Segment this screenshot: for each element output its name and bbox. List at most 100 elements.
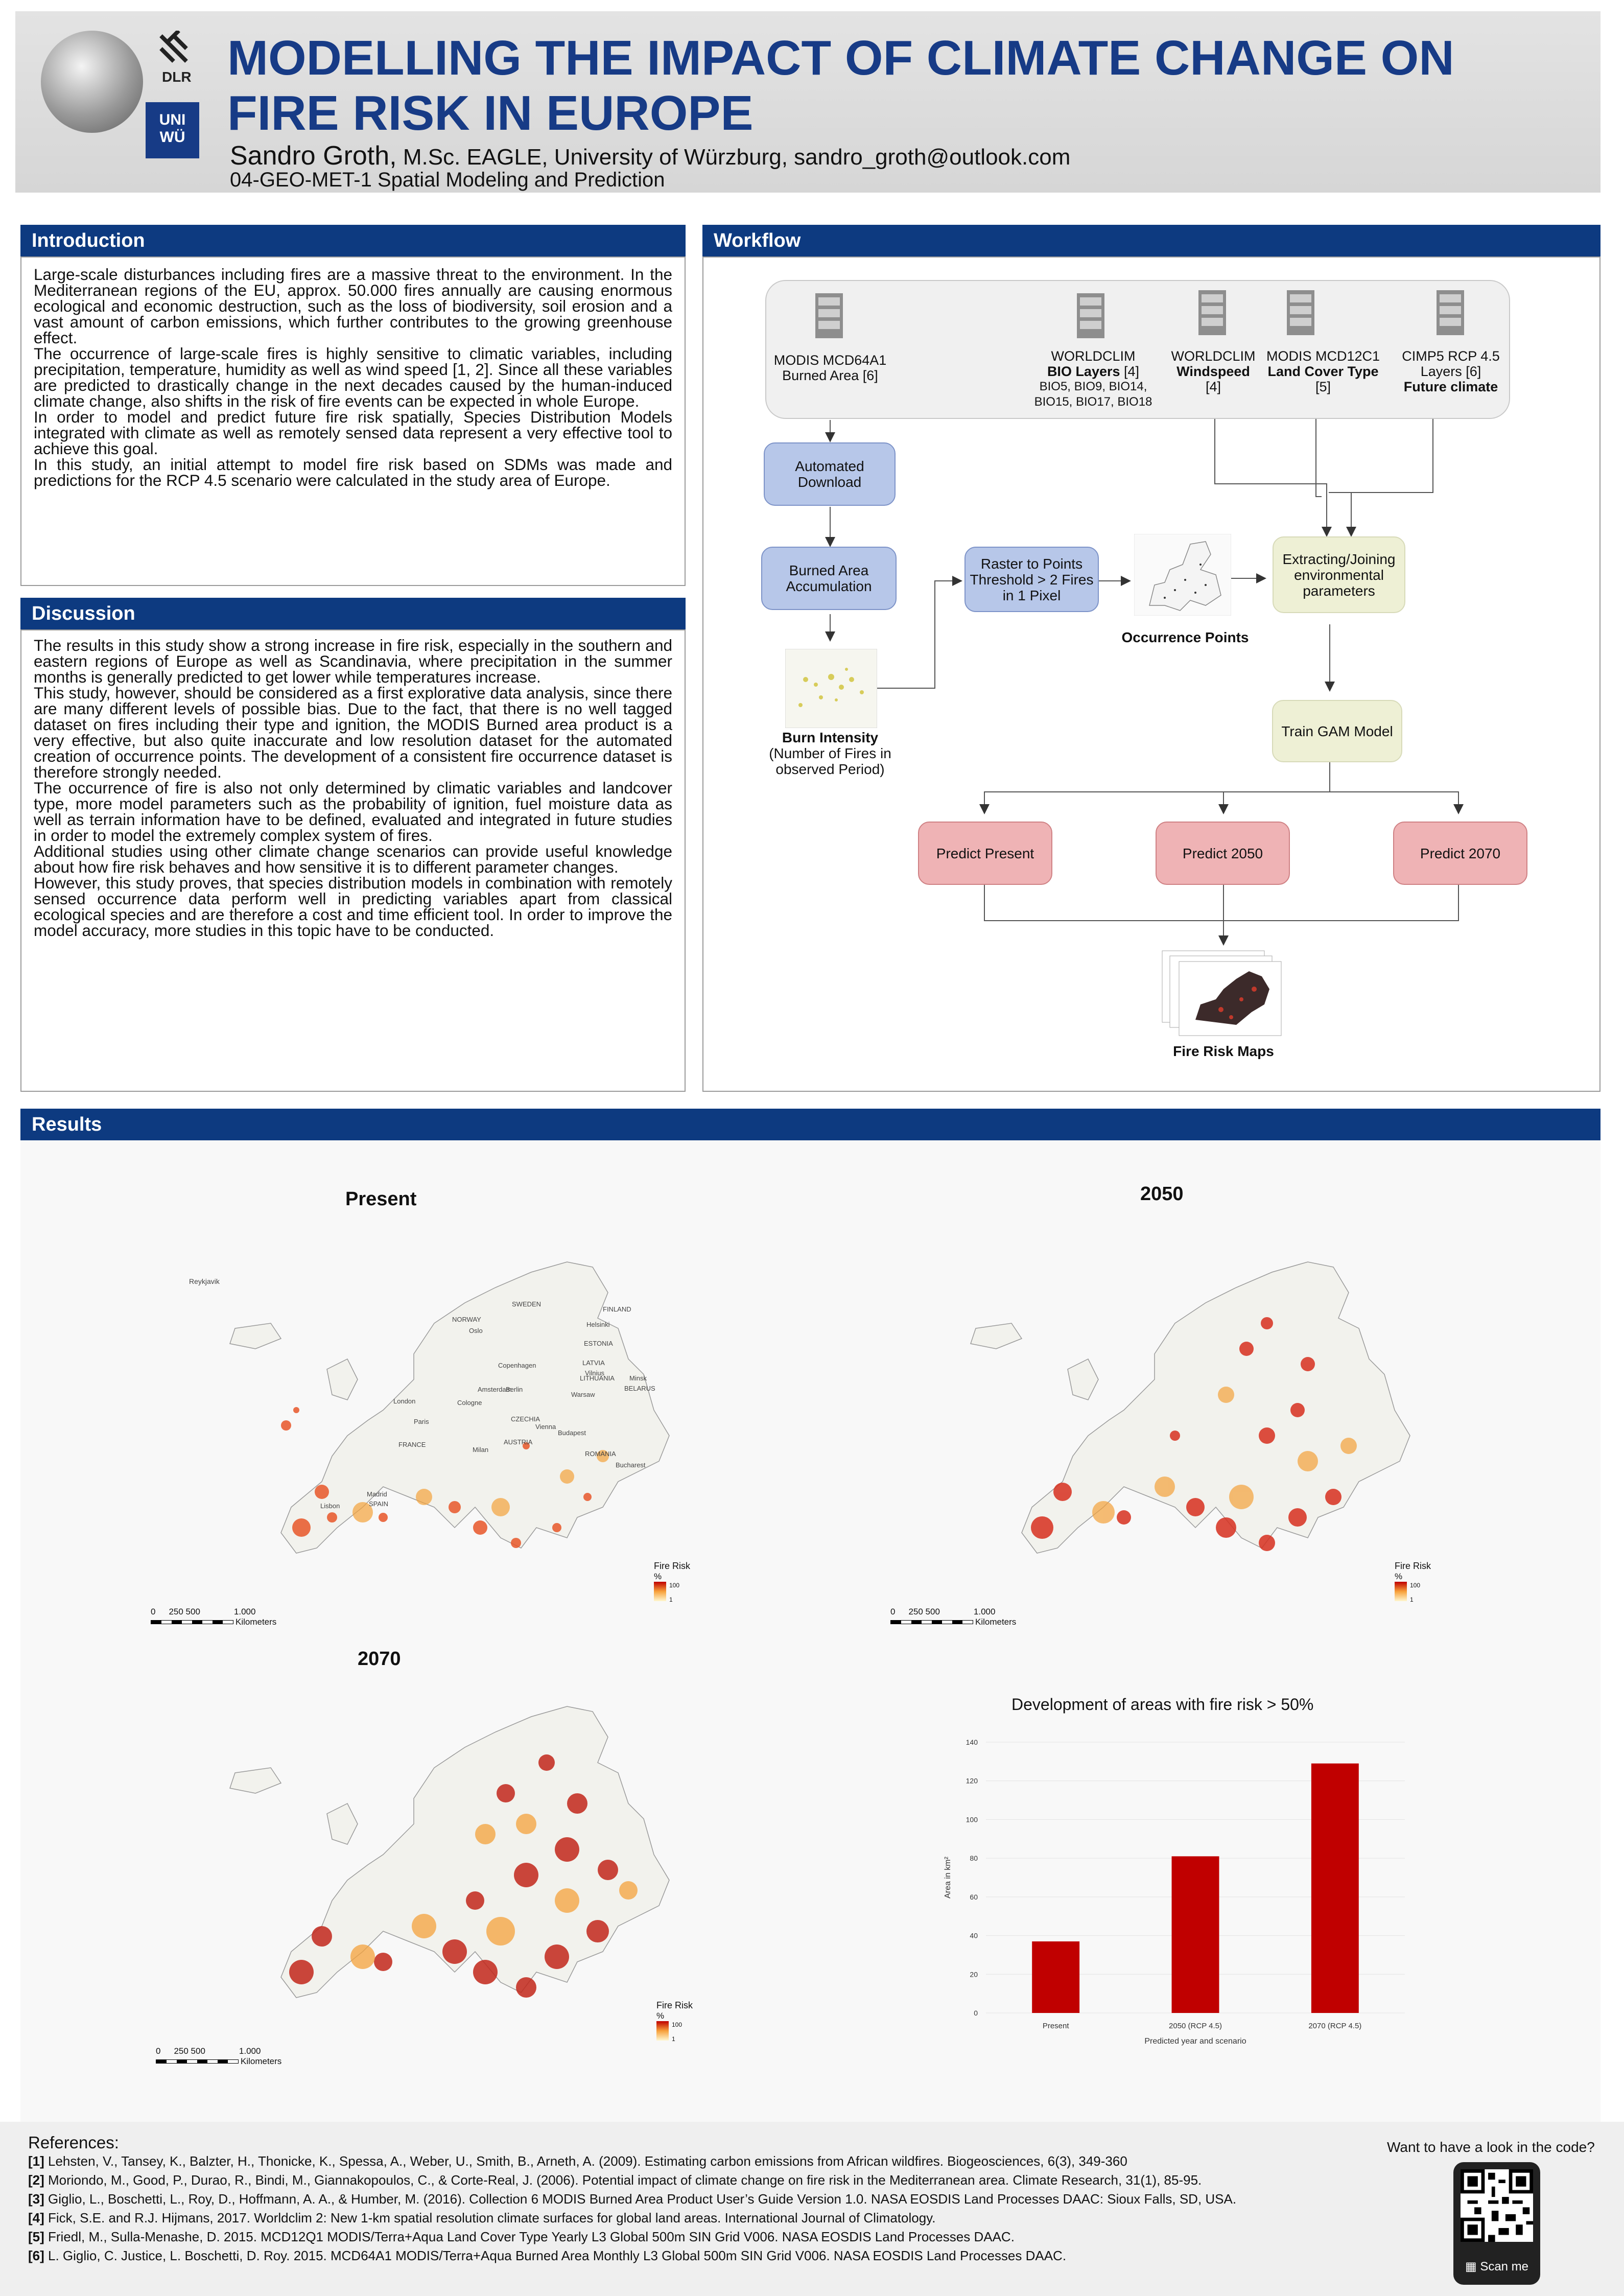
predict-2070-node: Predict 2070 [1393, 822, 1527, 885]
y-tick-label: 40 [970, 1932, 978, 1940]
uni-wuerzburg-logo: UNI WÜ [146, 102, 199, 158]
reference-number: [1] [28, 2153, 44, 2169]
place-label: Vienna [535, 1423, 556, 1431]
place-label: Berlin [506, 1386, 523, 1393]
occurrence-points-thumbnail [1134, 534, 1231, 616]
legend-2050: Fire Risk % 100 1 [1395, 1561, 1431, 1603]
reference-number: [2] [28, 2172, 44, 2188]
predict-2050-node: Predict 2050 [1156, 822, 1290, 885]
author-line: Sandro Groth, M.Sc. EAGLE, University of… [230, 140, 1070, 171]
reference-item: [4] Fick, S.E. and R.J. Hijmans, 2017. W… [28, 2209, 1407, 2228]
reference-text: Lehsten, V., Tansey, K., Balzter, H., Th… [44, 2153, 1127, 2169]
qr-code-card[interactable]: ▦ Scan me [1453, 2162, 1540, 2285]
place-label: Madrid [367, 1490, 387, 1498]
legend-gradient [654, 1582, 666, 1601]
place-label: Bucharest [616, 1461, 646, 1469]
reference-item: [2] Moriondo, M., Good, P., Durao, R., B… [28, 2171, 1407, 2190]
references-band [0, 2122, 1624, 2296]
dlr-logo-icon: DLR [159, 31, 192, 85]
header-band [15, 11, 1601, 193]
place-label: ESTONIA [584, 1340, 613, 1347]
database-icon [815, 293, 843, 338]
results-heading: Results [20, 1109, 1601, 1140]
place-label: LITHUANIA [580, 1374, 615, 1382]
introduction-text: Large-scale disturbances including fires… [34, 265, 672, 489]
reference-text: Moriondo, M., Good, P., Durao, R., Bindi… [44, 2172, 1202, 2188]
reference-number: [4] [28, 2210, 44, 2225]
y-tick-label: 100 [966, 1815, 978, 1823]
references-heading: References: [28, 2133, 119, 2152]
scale-bar-2070: 0 250 500 1.000 Kilometers [156, 2046, 282, 2066]
y-tick-label: 20 [970, 1970, 978, 1978]
x-axis-label: Predicted year and scenario [1144, 2037, 1246, 2046]
y-tick-label: 120 [966, 1777, 978, 1785]
fire-risk-area-bar-chart: 0 20 40 60 80 100 120 140 Present 2050 (RCP 4.5) 2… [944, 1738, 1405, 2046]
place-label: Cologne [457, 1399, 482, 1407]
map-present [229, 1261, 670, 1554]
reference-item: [1] Lehsten, V., Tansey, K., Balzter, H.… [28, 2152, 1407, 2171]
data-sources-box [765, 280, 1510, 419]
place-label: Vilnius [585, 1369, 605, 1377]
place-label: FRANCE [398, 1441, 426, 1448]
x-tick-label: 2050 (RCP 4.5) [1169, 2022, 1222, 2030]
discussion-heading: Discussion [20, 598, 686, 629]
scale-bar-present: 0 250 500 1.000 Kilometers [151, 1607, 277, 1627]
place-label: Helsinki [586, 1321, 610, 1328]
place-label: LATVIA [582, 1359, 605, 1367]
map-2050 [970, 1261, 1410, 1554]
occurrence-points-label: Occurrence Points [1121, 629, 1249, 645]
reference-text: Friedl, M., Sulla-Menashe, D. 2015. MCD1… [44, 2229, 1015, 2244]
course-line: 04-GEO-MET-1 Spatial Modeling and Predic… [230, 169, 665, 191]
qr-code-icon [1461, 2169, 1533, 2242]
map-title-2070: 2070 [358, 1648, 401, 1670]
reference-text: Fick, S.E. and R.J. Hijmans, 2017. World… [44, 2210, 936, 2225]
reference-text: Giglio, L., Boschetti, L., Roy, D., Hoff… [44, 2191, 1237, 2207]
fire-risk-maps-label: Fire Risk Maps [1173, 1043, 1274, 1059]
globe-logo-icon [41, 31, 143, 133]
introduction-panel: Large-scale disturbances including fires… [20, 256, 686, 586]
scale-bar-2050: 0 250 500 1.000 Kilometers [890, 1607, 1017, 1627]
author-affiliation: M.Sc. EAGLE, University of Würzburg, san… [396, 145, 1071, 170]
burned-area-accumulation-node: Burned Area Accumulation [761, 547, 897, 610]
place-label: Minsk [629, 1374, 647, 1382]
database-icon [1437, 290, 1464, 335]
legend-gradient [656, 2021, 669, 2041]
reference-item: [3] Giglio, L., Boschetti, L., Roy, D., … [28, 2190, 1407, 2209]
discussion-panel: The results in this study show a strong … [20, 629, 686, 1092]
poster-title: MODELLING THE IMPACT OF CLIMATE CHANGE O… [227, 31, 1454, 140]
y-tick-label: 80 [970, 1854, 978, 1862]
y-axis-label: Area in km² [944, 1856, 952, 1898]
place-label: Paris [414, 1418, 429, 1425]
uni-logo-text: UNI WÜ [159, 111, 186, 146]
database-icon [1287, 290, 1314, 335]
source-worldclim-wind: WORLDCLIM Windspeed [4] [1171, 348, 1256, 394]
chart-title: Development of areas with fire risk > 50… [1011, 1695, 1314, 1714]
reference-item: [6] L. Giglio, C. Justice, L. Boschetti,… [28, 2246, 1407, 2265]
place-label: Budapest [558, 1429, 586, 1437]
legend-2070: Fire Risk % 100 1 [656, 2000, 693, 2043]
source-cimp5: CIMP5 RCP 4.5 Layers [6] Future climate [1402, 348, 1500, 394]
predict-present-node: Predict Present [918, 822, 1052, 885]
place-label: ROMANIA [585, 1450, 616, 1458]
place-label: Copenhagen [498, 1362, 536, 1369]
map-title-present: Present [345, 1188, 417, 1210]
map-title-2050: 2050 [1140, 1183, 1184, 1205]
scan-me-label: ▦ Scan me [1465, 2260, 1529, 2274]
place-label: BELARUS [624, 1385, 655, 1392]
legend-gradient [1395, 1582, 1407, 1601]
automated-download-node: Automated Download [764, 442, 896, 506]
source-worldclim-bio: WORLDCLIM BIO Layers [4] BIO5, BIO9, BIO… [1034, 348, 1152, 409]
introduction-heading: Introduction [20, 225, 686, 256]
workflow-arrows [825, 419, 1464, 946]
reference-text: L. Giglio, C. Justice, L. Boschetti, D. … [44, 2248, 1067, 2263]
discussion-text: The results in this study show a strong … [34, 636, 672, 940]
code-prompt: Want to have a look in the code? [1387, 2139, 1595, 2155]
source-modis-landcover: MODIS MCD12C1 Land Cover Type [5] [1266, 348, 1380, 394]
place-label: London [393, 1397, 416, 1405]
x-tick-label: 2070 (RCP 4.5) [1308, 2022, 1361, 2030]
reference-number: [6] [28, 2248, 44, 2263]
author-name: Sandro Groth, [230, 141, 397, 171]
place-label: Oslo [469, 1327, 483, 1334]
x-tick-label: Present [1043, 2022, 1070, 2030]
place-label: NORWAY [452, 1316, 481, 1323]
